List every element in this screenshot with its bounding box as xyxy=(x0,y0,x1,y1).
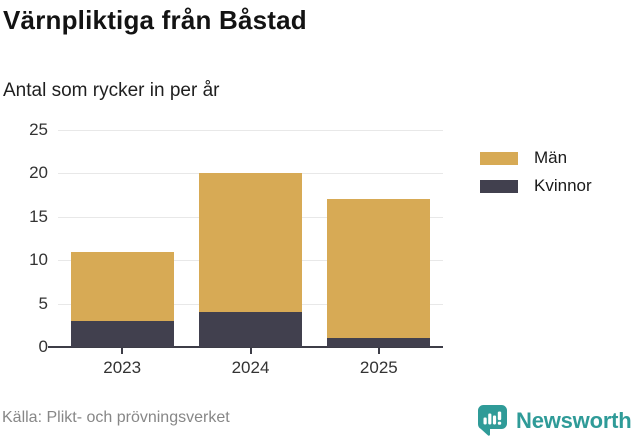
y-axis-tick-label: 0 xyxy=(38,337,48,356)
x-axis-line xyxy=(48,346,443,348)
bar-segment-kvinnor-2024 xyxy=(199,312,302,347)
bar-segment-män-2024 xyxy=(199,173,302,313)
x-axis-tick-label: 2023 xyxy=(103,358,142,377)
x-axis-tick-label: 2024 xyxy=(231,358,270,377)
y-axis-tick-label: 25 xyxy=(29,120,48,139)
y-axis-tick-label: 5 xyxy=(38,293,48,313)
bar-chart-speech-bubble-icon xyxy=(478,405,507,436)
legend: Män Kvinnor xyxy=(480,147,592,203)
page-title: Värnpliktiga från Båstad xyxy=(3,5,307,35)
y-axis-tick-label: 10 xyxy=(29,250,48,270)
plot-area: 0 5 10 15 20 25 2023 2024 2025 xyxy=(29,120,443,377)
legend-swatch-kvinnor xyxy=(480,179,518,193)
bar-segment-män-2025 xyxy=(327,199,431,339)
legend-item-kvinnor: Kvinnor xyxy=(480,175,592,197)
legend-swatch-man xyxy=(480,151,518,165)
legend-label-man: Män xyxy=(534,148,568,167)
x-axis-tick xyxy=(249,347,252,354)
y-axis-tick-label: 15 xyxy=(29,206,48,226)
gridline xyxy=(58,130,443,131)
bar-segment-kvinnor-2023 xyxy=(70,320,174,347)
legend-item-man: Män xyxy=(480,147,592,169)
x-axis-tick xyxy=(121,347,124,354)
bar-segment-kvinnor-2025 xyxy=(327,338,431,347)
brand-name: Newsworthy xyxy=(516,407,631,433)
x-axis-tick-label: 2025 xyxy=(359,358,398,377)
x-axis-tick xyxy=(377,347,380,354)
newsworthy-logo: Newsworthy xyxy=(477,404,631,437)
bar-segment-män-2023 xyxy=(70,251,174,321)
y-axis-tick-label: 20 xyxy=(29,163,48,183)
chart-subtitle: Antal som rycker in per år xyxy=(3,80,220,101)
legend-label-kvinnor: Kvinnor xyxy=(534,176,592,195)
source-attribution: Källa: Plikt- och prövningsverket xyxy=(2,409,230,426)
